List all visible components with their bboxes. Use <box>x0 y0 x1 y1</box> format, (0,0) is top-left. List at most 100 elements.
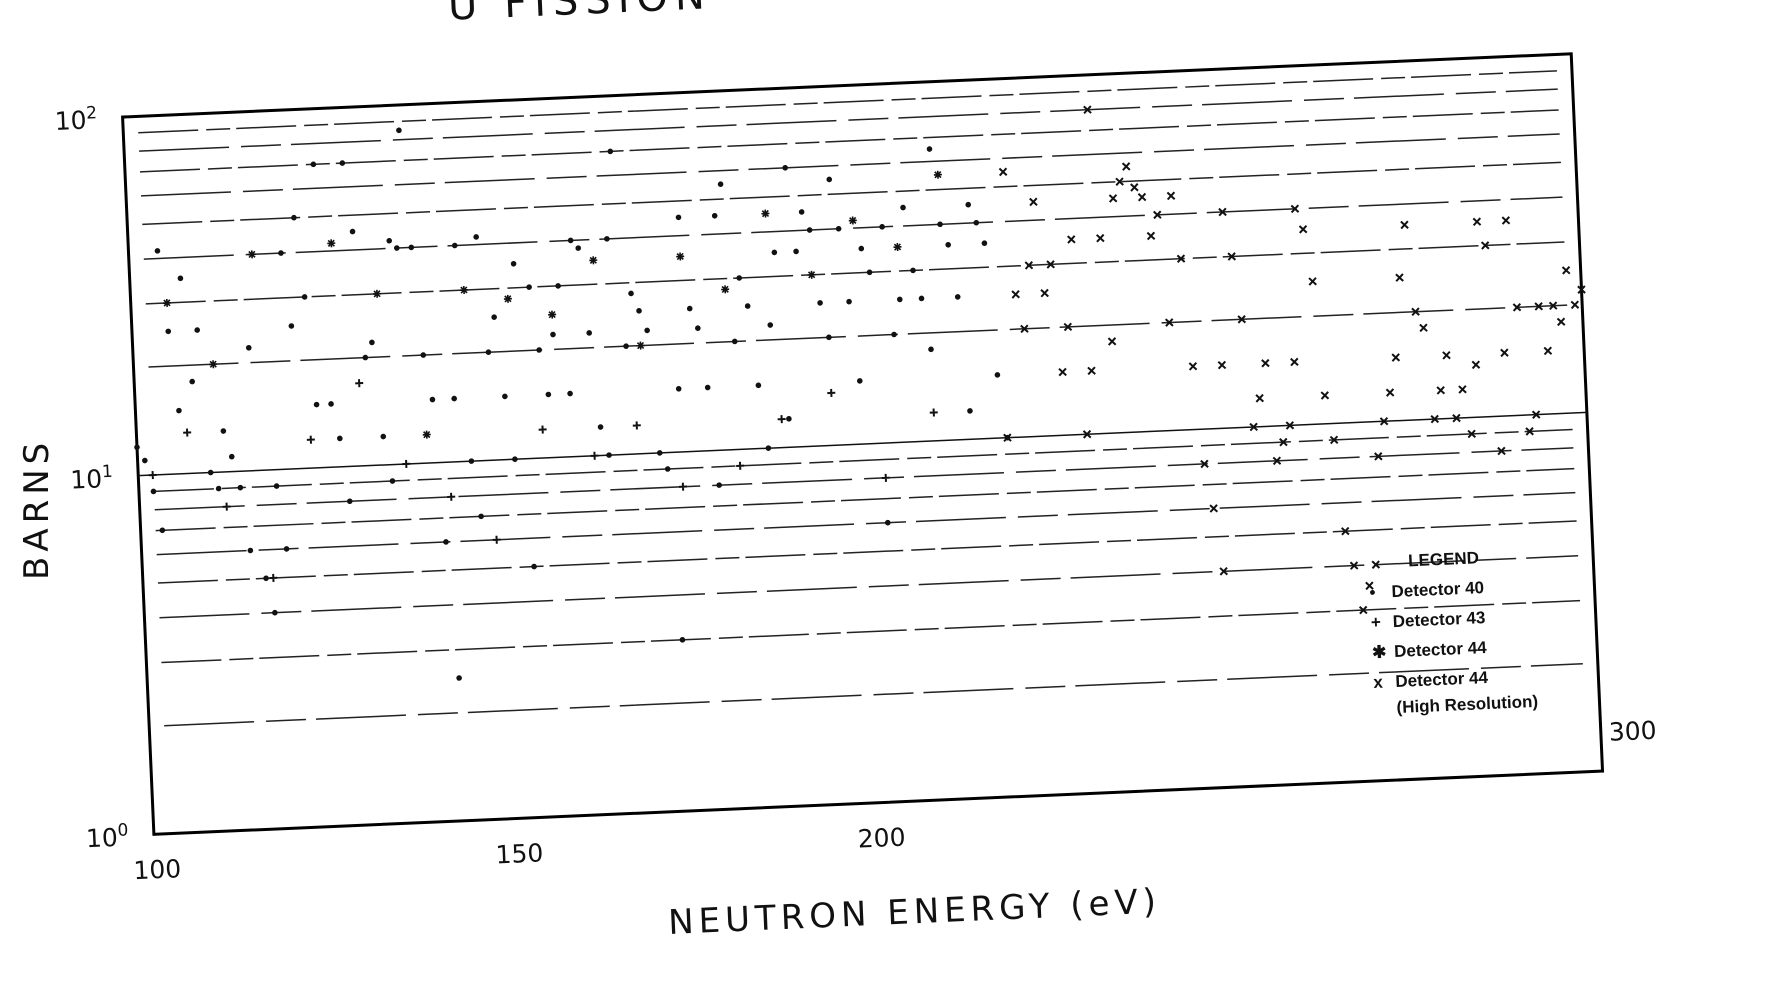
data-point <box>526 284 532 290</box>
data-point <box>744 303 751 309</box>
data-point <box>879 224 885 230</box>
data-point <box>512 456 518 463</box>
data-point <box>717 181 724 188</box>
data-point <box>420 352 427 358</box>
data-point <box>1108 194 1118 203</box>
legend-label: Detector 40 <box>1391 578 1484 601</box>
data-point <box>362 354 369 361</box>
data-point <box>967 408 973 414</box>
data-point <box>1570 300 1580 310</box>
data-point <box>1046 260 1055 269</box>
data-point <box>881 473 890 482</box>
data-point <box>817 300 823 306</box>
data-point <box>1358 605 1368 615</box>
legend: LEGEND • Detector 40 + Detector 43 ✱ Det… <box>1369 548 1538 717</box>
data-point <box>928 346 934 353</box>
data-point <box>884 519 891 526</box>
data-point <box>1472 217 1482 227</box>
data-point <box>782 165 788 171</box>
data-point <box>1577 285 1586 294</box>
data-point <box>510 260 517 267</box>
legend-entry: • Detector 40 <box>1369 578 1484 602</box>
data-point <box>1087 366 1096 376</box>
data-point <box>269 573 278 582</box>
data-point <box>1261 358 1270 368</box>
data-point <box>711 212 718 219</box>
legend-symbol: ✱ <box>1372 642 1387 662</box>
legend-symbol: x <box>1373 673 1384 692</box>
data-point <box>1003 433 1012 443</box>
data-point <box>761 209 770 218</box>
data-point <box>1500 348 1509 358</box>
data-point <box>1130 183 1139 192</box>
data-point <box>176 407 182 414</box>
data-point <box>1255 393 1265 403</box>
data-point <box>531 563 537 570</box>
data-point <box>247 547 254 554</box>
data-point <box>215 485 222 492</box>
data-point <box>777 415 786 424</box>
data-point <box>538 425 547 434</box>
legend-title: LEGEND <box>1408 548 1480 570</box>
gridline <box>145 241 1565 305</box>
data-point <box>1218 207 1227 217</box>
data-point <box>1164 318 1174 327</box>
data-point <box>695 325 701 331</box>
data-point <box>826 176 833 183</box>
data-point <box>918 295 925 302</box>
data-point <box>1166 191 1176 201</box>
data-point <box>386 237 393 244</box>
data-point <box>165 328 172 335</box>
data-point <box>636 341 645 350</box>
data-point <box>636 308 642 314</box>
data-point <box>1471 360 1481 370</box>
data-point <box>806 227 813 233</box>
data-point <box>1419 323 1428 333</box>
data-point <box>396 127 402 134</box>
legend-label: Detector 44 <box>1395 668 1489 691</box>
data-point <box>1272 456 1282 466</box>
data-point <box>220 428 227 434</box>
data-point <box>1365 581 1374 591</box>
data-point <box>237 484 244 491</box>
data-point <box>328 401 334 407</box>
data-point <box>1480 241 1490 250</box>
data-point <box>1115 177 1124 186</box>
data-point <box>408 244 415 251</box>
data-point <box>337 435 343 442</box>
y-tick-label: 102 <box>54 103 98 136</box>
data-point <box>793 248 799 255</box>
data-point <box>1067 235 1076 244</box>
data-point <box>1349 561 1359 570</box>
data-point <box>858 245 865 252</box>
data-point <box>373 289 382 298</box>
data-point <box>1531 410 1541 419</box>
data-point <box>891 331 897 338</box>
data-point <box>896 296 903 303</box>
data-point <box>478 513 484 520</box>
data-point <box>1083 105 1092 115</box>
data-point <box>301 294 308 300</box>
data-point <box>1176 254 1186 264</box>
data-point <box>451 395 457 402</box>
data-point <box>536 347 542 353</box>
legend-symbol: + <box>1370 613 1381 632</box>
data-point <box>656 450 663 456</box>
data-point <box>1329 435 1339 445</box>
data-point <box>194 327 201 333</box>
data-point <box>675 386 682 392</box>
data-point <box>306 435 315 444</box>
data-point <box>767 322 774 328</box>
data-point <box>1063 322 1073 332</box>
data-point <box>1340 526 1350 536</box>
data-point <box>755 382 762 389</box>
data-point <box>1548 301 1558 311</box>
gridline <box>156 491 1576 556</box>
data-point <box>503 294 512 303</box>
data-point <box>491 314 497 320</box>
legend-note: (High Resolution) <box>1396 692 1538 717</box>
data-point <box>856 378 863 384</box>
data-point <box>933 170 942 179</box>
data-point <box>575 245 582 251</box>
